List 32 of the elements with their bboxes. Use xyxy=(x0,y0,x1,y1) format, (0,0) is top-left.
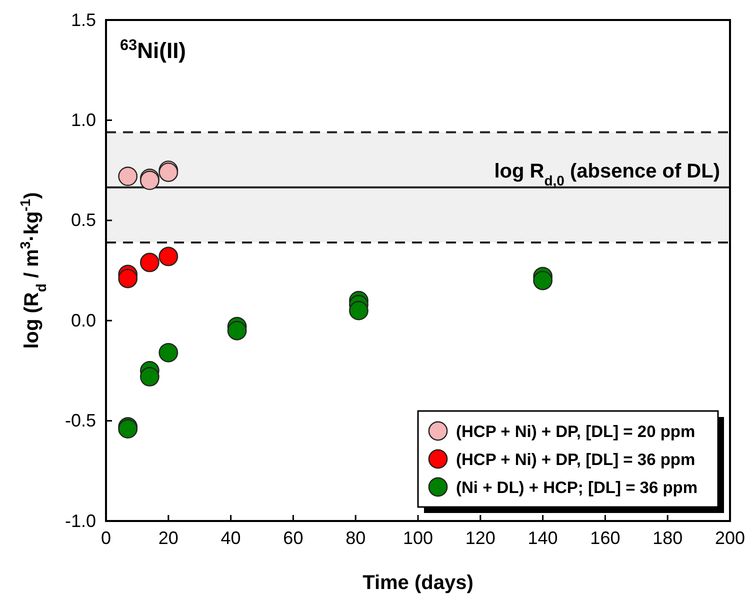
x-tick-label: 120 xyxy=(465,528,496,548)
x-tick-label: 200 xyxy=(714,528,746,548)
x-tick-label: 160 xyxy=(590,528,620,548)
x-tick-label: 40 xyxy=(220,528,241,548)
y-tick-label: -1.0 xyxy=(64,510,96,531)
x-tick-label: 180 xyxy=(652,528,683,548)
point xyxy=(158,342,178,362)
point xyxy=(533,270,552,290)
x-tick-label: 140 xyxy=(528,528,558,548)
x-tick-label: 0 xyxy=(100,528,112,548)
point xyxy=(227,320,247,340)
legend-label: (Ni + DL) + HCP; [DL] = 36 ppm xyxy=(456,479,698,497)
point xyxy=(140,252,160,272)
y-tick-label: -0.5 xyxy=(64,410,96,431)
x-tick-label: 20 xyxy=(158,528,178,548)
point xyxy=(158,246,178,266)
legend-label: (HCP + Ni) + DP, [DL] = 36 ppm xyxy=(456,451,696,469)
x-tick-label: 60 xyxy=(283,528,304,548)
y-tick-label: 0.5 xyxy=(70,210,96,230)
x-tick-label: 80 xyxy=(346,528,366,548)
y-tick-label: 0.0 xyxy=(70,310,96,330)
point xyxy=(118,166,138,186)
point xyxy=(349,300,368,320)
point xyxy=(140,367,160,386)
x-axis-title: Time (days) xyxy=(362,572,474,594)
x-tick-label: 100 xyxy=(402,528,434,548)
annotation: $^{63}$Ni(II) xyxy=(120,36,186,63)
y-tick-label: 1.0 xyxy=(70,110,96,130)
point xyxy=(118,268,138,288)
legend-label: (HCP + Ni) + DP, [DL] = 20 ppm xyxy=(456,423,696,441)
ref-line-label: log R$_{d,0}$ (absence of DL) xyxy=(494,160,720,188)
y-tick-label: 1.5 xyxy=(70,10,96,30)
